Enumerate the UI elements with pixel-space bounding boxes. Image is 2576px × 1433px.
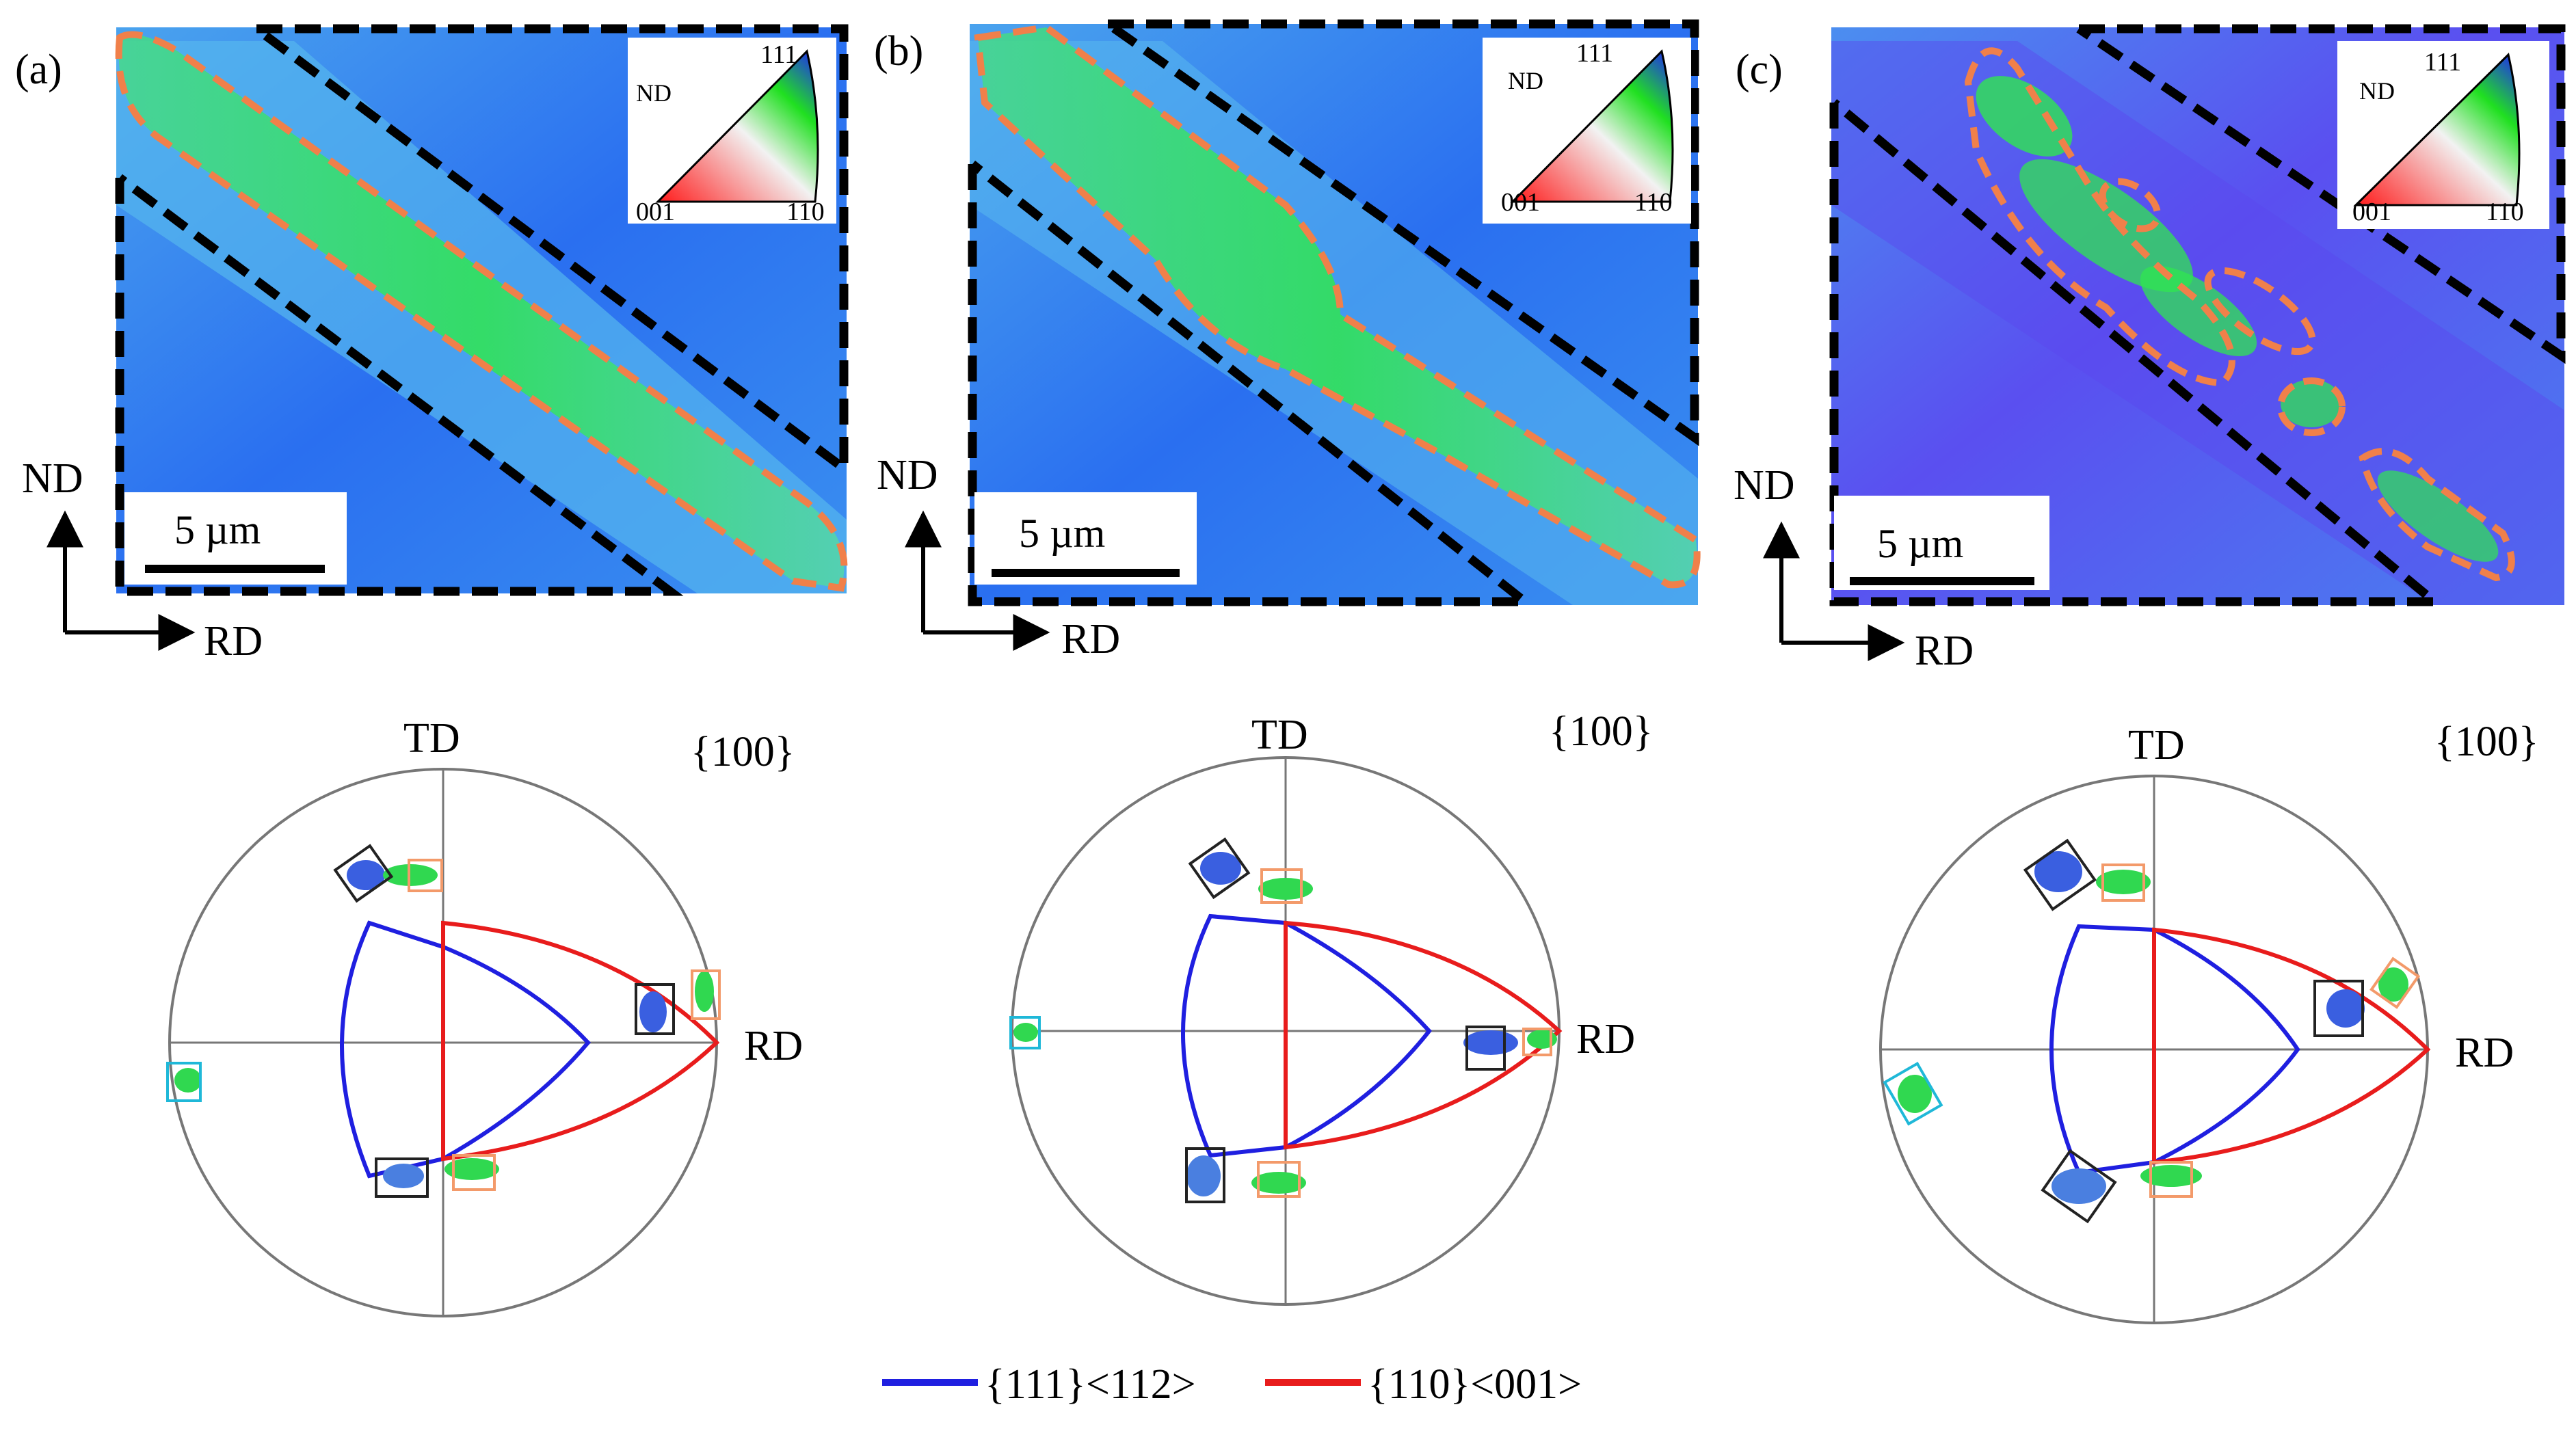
nd-label: ND: [877, 452, 938, 498]
scale-bar: 5 µm: [974, 492, 1197, 585]
scale-bar: 5 µm: [124, 492, 347, 585]
rd-label: RD: [1061, 616, 1120, 662]
nd-label: ND: [22, 455, 83, 502]
green-band: [118, 34, 845, 588]
pf-title: {100}: [1549, 708, 1654, 755]
fiber-110-001: [1284, 920, 1563, 1150]
ipf-key: ND 111 001 110: [1483, 38, 1691, 224]
fiber-110-001: [2152, 927, 2431, 1165]
nd-label: ND: [1734, 462, 1795, 509]
ipf-111-label: 111: [2424, 48, 2461, 77]
ipf-001-label: 001: [2352, 198, 2391, 226]
ipf-triangle: [655, 49, 819, 203]
scale-text: 5 µm: [1019, 511, 1105, 556]
rd-label: RD: [1576, 1016, 1635, 1062]
cluster-boxes: [166, 844, 721, 1198]
pole-clusters: [1013, 852, 1557, 1196]
ipf-nd-label: ND: [1508, 67, 1543, 94]
pf-title: {100}: [2434, 719, 2539, 765]
panel-a: (a) ND 111 001 110 5 µm ND RD: [15, 24, 849, 665]
panel-label: (a): [15, 46, 62, 93]
green-islands: [1976, 76, 2499, 562]
rd-label: RD: [2455, 1030, 2514, 1076]
legend: {111}<112> {110}<001>: [882, 1361, 1582, 1408]
ipf-001-label: 001: [636, 198, 675, 226]
axes: ND RD: [1734, 462, 1974, 674]
black-dashed-outline-lower: [1829, 99, 2447, 606]
panel-label: (c): [1736, 46, 1783, 93]
cluster-boxes: [1009, 837, 1552, 1203]
pole-clusters: [1898, 851, 2408, 1204]
black-dashed-outline-lower: [968, 160, 1538, 606]
fiber-111-112: [340, 920, 592, 1179]
pole-figure-a: TD {100} RD: [166, 715, 803, 1317]
black-dashed-outline-upper: [1105, 19, 1699, 446]
rd-label: RD: [1915, 628, 1974, 674]
fiber-110-001: [441, 920, 720, 1162]
cluster-boxes: [1883, 838, 2421, 1224]
td-label: TD: [1251, 712, 1308, 758]
ipf-111-label: 111: [1576, 39, 1613, 68]
orange-dashed-outline: [115, 31, 848, 592]
ipf-110-label: 110: [1634, 188, 1673, 217]
ipf-triangle: [1510, 49, 1674, 203]
scale-bar: 5 µm: [1834, 496, 2049, 590]
ipf-001-label: 001: [1501, 188, 1540, 217]
td-label: TD: [403, 715, 460, 762]
panel-b: (b) ND 111 001 110 5 µm ND RD: [874, 19, 1701, 662]
panel-label: (b): [874, 28, 923, 75]
ipf-110-label: 110: [2486, 198, 2524, 226]
fiber-111-112: [1181, 913, 1432, 1158]
axes: ND RD: [22, 455, 263, 665]
legend-label-110-001: {110}<001>: [1368, 1361, 1582, 1408]
ipf-110-label: 110: [786, 198, 825, 226]
ipf-nd-label: ND: [2359, 77, 2395, 105]
pf-title: {100}: [691, 729, 795, 775]
ipf-111-label: 111: [760, 40, 797, 69]
legend-label-111-112: {111}<112>: [985, 1361, 1196, 1408]
ipf-key: ND 111 001 110: [628, 38, 836, 226]
panel-c: (c) ND 111 001 110 5 µm: [1734, 24, 2566, 674]
ipf-triangle: [2353, 53, 2521, 206]
ipf-key: ND 111 001 110: [2337, 41, 2549, 229]
scale-text: 5 µm: [1877, 521, 1963, 566]
ipf-nd-label: ND: [636, 79, 672, 107]
black-dashed-outline-lower: [115, 174, 684, 596]
orange-dashed-outline: [974, 23, 1701, 589]
rd-label: RD: [204, 618, 263, 665]
td-label: TD: [2128, 722, 2185, 768]
scale-text: 5 µm: [174, 507, 261, 552]
pole-figure-b: TD {100} RD: [1009, 708, 1654, 1306]
orange-dashed-outlines: [1964, 47, 2515, 582]
pole-figure-c: TD {100} RD: [1879, 719, 2539, 1324]
rd-label: RD: [744, 1023, 803, 1069]
black-dashed-outline-upper: [254, 24, 849, 477]
axes: ND RD: [877, 452, 1120, 662]
black-dashed-outline-upper: [2076, 24, 2566, 364]
